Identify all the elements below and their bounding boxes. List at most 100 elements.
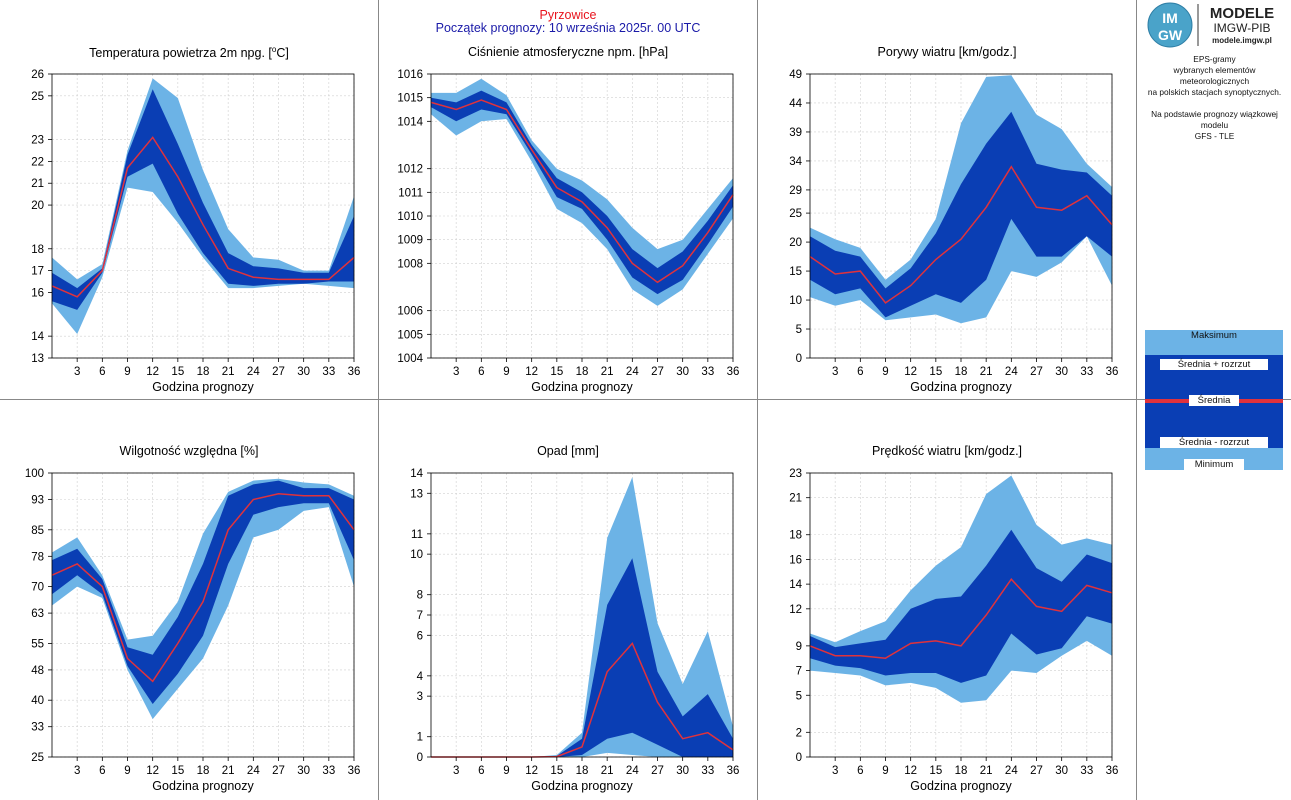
x-tick-label: 36 bbox=[1106, 366, 1119, 378]
y-tick-label: 13 bbox=[31, 353, 44, 365]
legend-label-max: Maksimum bbox=[1191, 330, 1237, 341]
y-tick-label: 20 bbox=[31, 200, 44, 212]
x-axis-label: Godzina prognozy bbox=[910, 380, 1012, 394]
y-tick-label: 0 bbox=[796, 353, 802, 365]
y-tick-label: 34 bbox=[789, 156, 802, 168]
x-tick-label: 21 bbox=[601, 765, 614, 777]
y-tick-label: 23 bbox=[31, 135, 44, 147]
y-tick-label: 22 bbox=[31, 156, 44, 168]
x-tick-label: 3 bbox=[74, 765, 80, 777]
x-tick-label: 3 bbox=[453, 366, 459, 378]
x-tick-label: 15 bbox=[929, 765, 942, 777]
logo-badge-bottom: GW bbox=[1158, 27, 1183, 43]
y-tick-label: 48 bbox=[31, 665, 44, 677]
x-tick-label: 27 bbox=[1030, 366, 1043, 378]
y-tick-label: 6 bbox=[417, 630, 423, 642]
logo-subtitle: IMGW-PIB bbox=[1213, 21, 1270, 35]
legend-label-min: Minimum bbox=[1184, 459, 1244, 470]
x-tick-label: 30 bbox=[676, 366, 689, 378]
y-tick-label: 23 bbox=[789, 468, 802, 480]
y-tick-label: 1011 bbox=[398, 187, 423, 199]
x-tick-label: 36 bbox=[1106, 765, 1119, 777]
x-tick-label: 21 bbox=[601, 366, 614, 378]
x-tick-label: 15 bbox=[550, 366, 563, 378]
y-tick-label: 18 bbox=[31, 244, 44, 256]
x-tick-label: 12 bbox=[146, 765, 159, 777]
y-tick-label: 7 bbox=[417, 610, 423, 622]
x-tick-label: 27 bbox=[272, 765, 285, 777]
mean-line bbox=[809, 165, 1113, 304]
y-tick-label: 21 bbox=[31, 178, 44, 190]
x-tick-label: 18 bbox=[955, 765, 968, 777]
x-tick-label: 27 bbox=[1030, 765, 1043, 777]
x-tick-label: 3 bbox=[832, 765, 838, 777]
x-tick-label: 12 bbox=[525, 765, 538, 777]
x-tick-label: 18 bbox=[576, 366, 589, 378]
y-tick-label: 1012 bbox=[397, 164, 423, 176]
y-tick-label: 85 bbox=[31, 525, 44, 537]
logo-title: MODELE bbox=[1210, 5, 1274, 22]
x-tick-label: 18 bbox=[576, 765, 589, 777]
x-tick-label: 6 bbox=[478, 765, 484, 777]
y-tick-label: 20 bbox=[789, 237, 802, 249]
description-line: na polskich stacjach synoptycznych. bbox=[1147, 87, 1282, 97]
x-tick-label: 36 bbox=[727, 765, 740, 777]
x-tick-label: 30 bbox=[297, 765, 310, 777]
x-tick-label: 24 bbox=[1005, 765, 1018, 777]
y-tick-label: 1010 bbox=[397, 211, 423, 223]
y-tick-label: 1014 bbox=[397, 116, 423, 128]
chart-pressure: 1004 1005 1006 1008 1009 1010 1011 1012 1014 1015… bbox=[397, 69, 739, 394]
y-tick-label: 4 bbox=[417, 671, 424, 683]
band-spread bbox=[431, 558, 733, 757]
chart-title-precip: Opad [mm] bbox=[537, 444, 599, 458]
y-tick-label: 14 bbox=[31, 331, 44, 343]
y-tick-label: 25 bbox=[31, 752, 44, 764]
band-spread bbox=[810, 111, 1112, 318]
x-tick-label: 33 bbox=[322, 765, 335, 777]
x-tick-label: 18 bbox=[197, 366, 210, 378]
x-axis-label: Godzina prognozy bbox=[152, 380, 254, 394]
y-tick-label: 18 bbox=[789, 530, 802, 542]
y-tick-label: 13 bbox=[410, 488, 423, 500]
y-tick-label: 9 bbox=[796, 641, 802, 653]
y-tick-label: 10 bbox=[789, 295, 802, 307]
description-text: EPS-gramy wybranych elementów meteorolog… bbox=[1138, 54, 1291, 142]
x-tick-label: 15 bbox=[550, 765, 563, 777]
panel-divider bbox=[0, 399, 1136, 400]
legend-label-mean: Średnia bbox=[1189, 395, 1239, 406]
panel-divider bbox=[378, 0, 379, 800]
logo-badge-top: IM bbox=[1162, 10, 1178, 26]
chart-title-humidity: Wilgotność względna [%] bbox=[119, 444, 259, 458]
x-tick-label: 27 bbox=[651, 765, 664, 777]
mean-line bbox=[51, 136, 355, 298]
station-name: Pyrzowice bbox=[539, 8, 597, 22]
mean-line bbox=[430, 99, 734, 284]
band-spread bbox=[52, 89, 354, 310]
y-tick-label: 8 bbox=[417, 590, 423, 602]
y-tick-label: 39 bbox=[789, 127, 802, 139]
x-tick-label: 6 bbox=[478, 366, 484, 378]
x-tick-label: 9 bbox=[882, 366, 888, 378]
chart-title-pressure: Ciśnienie atmosferyczne npm. [hPa] bbox=[467, 45, 669, 59]
x-tick-label: 9 bbox=[882, 765, 888, 777]
x-tick-label: 3 bbox=[453, 765, 459, 777]
y-tick-label: 0 bbox=[417, 752, 423, 764]
x-tick-label: 33 bbox=[701, 366, 714, 378]
x-tick-label: 15 bbox=[929, 366, 942, 378]
x-tick-label: 9 bbox=[124, 366, 130, 378]
y-tick-label: 12 bbox=[789, 604, 802, 616]
y-tick-label: 93 bbox=[31, 495, 44, 507]
chart-title-temp-main: Temperatura powietrza 2m npg. [ bbox=[89, 46, 272, 61]
x-tick-label: 9 bbox=[503, 366, 509, 378]
x-tick-label: 21 bbox=[980, 366, 993, 378]
x-tick-label: 36 bbox=[348, 366, 361, 378]
y-tick-label: 16 bbox=[789, 554, 802, 566]
x-tick-label: 21 bbox=[222, 765, 235, 777]
y-tick-label: 1005 bbox=[397, 329, 423, 341]
x-tick-label: 27 bbox=[272, 366, 285, 378]
x-tick-label: 24 bbox=[247, 765, 260, 777]
x-axis-label: Godzina prognozy bbox=[531, 380, 633, 394]
